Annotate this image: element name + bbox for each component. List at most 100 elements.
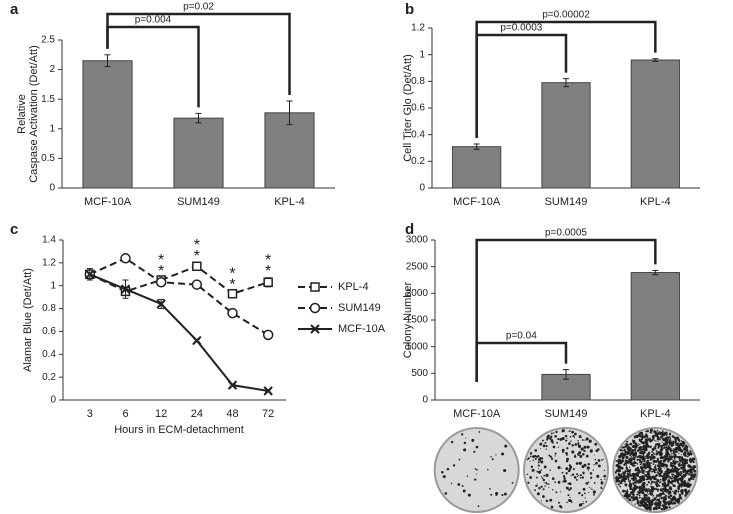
colony: [677, 500, 680, 504]
y-axis-label: Cell Titer Glo (Det/Att): [402, 54, 414, 162]
colony: [571, 430, 574, 434]
significance: *: [265, 252, 271, 269]
colony: [554, 481, 556, 483]
colony: [450, 482, 453, 485]
colony: [536, 470, 539, 473]
colony: [673, 454, 677, 458]
colony: [536, 492, 540, 496]
colony: [653, 487, 656, 491]
colony: [676, 436, 679, 440]
colony: [692, 475, 696, 479]
colony: [585, 500, 588, 503]
colony: [688, 464, 692, 468]
colony: [551, 477, 555, 481]
colony: [637, 491, 641, 495]
p-value: p=0.04: [506, 331, 537, 342]
colony: [628, 469, 631, 472]
colony: [640, 491, 643, 494]
colony: [540, 457, 544, 460]
colony: [676, 472, 679, 476]
significance: *: [265, 263, 271, 280]
colony: [628, 459, 630, 461]
colony: [645, 471, 647, 473]
colony: [566, 454, 568, 456]
colony: [564, 434, 568, 438]
colony: [659, 452, 663, 457]
colony: [580, 503, 583, 506]
colony: [543, 465, 547, 469]
colony: [667, 479, 671, 483]
colony: [571, 450, 575, 454]
colony: [623, 463, 626, 466]
colony: [530, 465, 534, 469]
significance: *: [158, 263, 164, 280]
colony: [668, 439, 672, 442]
colony: [681, 441, 685, 445]
colony: [621, 473, 623, 475]
colony: [571, 501, 573, 503]
colony: [583, 492, 586, 495]
colony: [541, 439, 544, 442]
colony: [617, 473, 620, 476]
colony: [655, 460, 658, 463]
bar: [452, 146, 502, 189]
colony: [619, 481, 623, 485]
colony: [539, 457, 542, 460]
colony: [685, 494, 688, 496]
colony: [626, 470, 628, 473]
colony: [666, 491, 668, 494]
colony: [545, 473, 549, 477]
colony: [545, 499, 549, 503]
colony: [674, 460, 677, 463]
colony: [680, 498, 683, 500]
colony: [625, 493, 629, 497]
colony: [665, 434, 668, 436]
colony: [687, 490, 690, 493]
colony: [656, 508, 658, 510]
bar: [264, 112, 315, 189]
colony: [675, 476, 677, 478]
x-tick-label: KPL-4: [640, 408, 671, 420]
colony: [634, 486, 637, 489]
colony: [638, 470, 641, 473]
colony: [625, 443, 628, 445]
colony: [503, 469, 507, 473]
colony: [540, 476, 543, 478]
colony: [579, 434, 582, 437]
colony: [629, 474, 632, 477]
colony: [561, 448, 565, 452]
legend-label: MCF-10A: [338, 323, 386, 335]
marker: [262, 329, 274, 341]
colony: [553, 432, 555, 434]
colony: [561, 430, 564, 433]
colony: [645, 493, 648, 497]
colony: [579, 454, 583, 458]
colony: [619, 448, 623, 452]
colony: [577, 439, 579, 442]
colony: [630, 461, 633, 464]
colony: [458, 458, 461, 461]
colony: [667, 446, 670, 450]
colony: [601, 483, 603, 485]
colony: [535, 484, 538, 487]
y-tick-label: 0.2: [42, 372, 56, 383]
colony: [461, 485, 464, 487]
colony: [565, 439, 568, 442]
colony: [632, 439, 636, 443]
colony: [649, 437, 651, 439]
colony: [662, 448, 664, 450]
colony: [658, 474, 661, 477]
colony: [687, 477, 691, 481]
colony: [584, 497, 586, 499]
colony: [557, 466, 561, 470]
colony: [625, 464, 628, 466]
colony: [657, 490, 659, 493]
colony: [565, 472, 568, 475]
colony: [529, 476, 533, 479]
marker: [227, 380, 238, 390]
colony: [641, 435, 645, 439]
colony: [665, 485, 668, 488]
colony: [651, 451, 653, 453]
colony: [646, 473, 649, 476]
